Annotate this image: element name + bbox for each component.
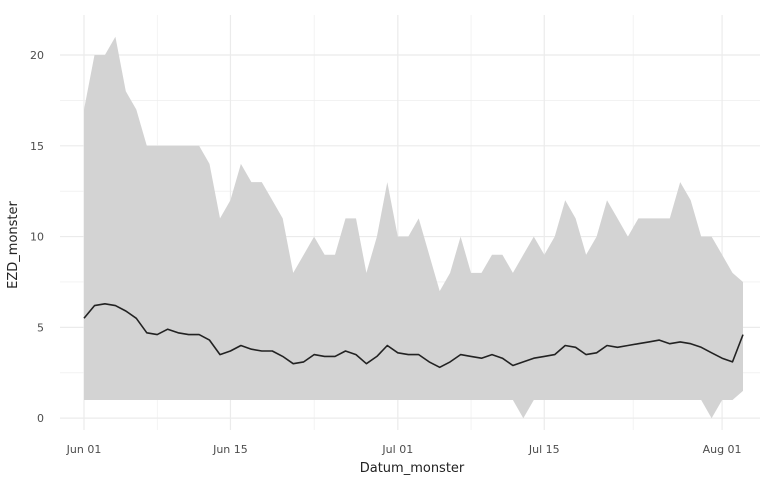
y-axis-title: EZD_monster — [6, 200, 21, 288]
y-tick-label: 5 — [37, 321, 44, 334]
confidence-ribbon — [84, 36, 743, 419]
y-tick-label: 10 — [30, 231, 44, 244]
y-tick-label: 15 — [30, 140, 44, 153]
mean-line — [83, 302, 744, 369]
x-tick-label: Jul 15 — [528, 443, 560, 456]
x-tick-label: Jun 15 — [212, 443, 248, 456]
y-tick-label: 20 — [30, 49, 44, 62]
ribbon-layer — [84, 36, 743, 419]
x-tick-label: Jul 01 — [381, 443, 413, 456]
x-tick-label: Aug 01 — [703, 443, 742, 456]
y-tick-label: 0 — [37, 412, 44, 425]
x-axis-title: Datum_monster — [360, 461, 465, 476]
axis-layer: 0 5 10 15 20 Jun 01 Jun 15 Jul 01 Jul 15 Aug 01 — [30, 49, 742, 456]
line-layer — [83, 302, 744, 369]
x-tick-label: Jun 01 — [66, 443, 102, 456]
